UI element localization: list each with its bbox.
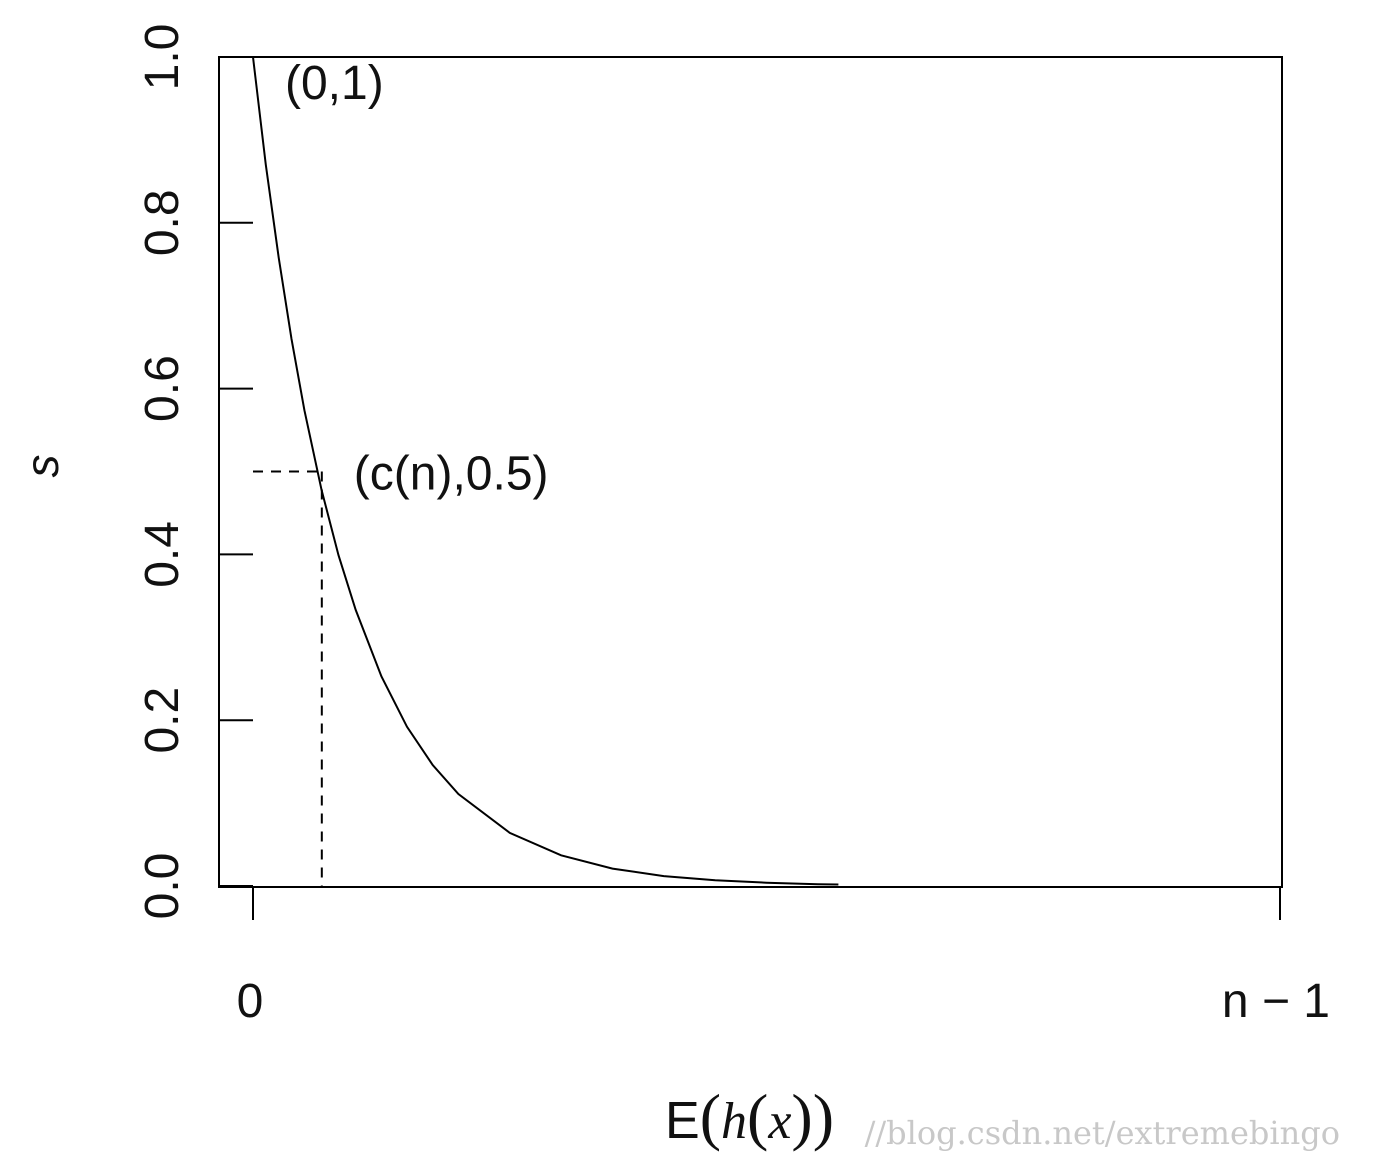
annotation-label: (0,1) (285, 57, 384, 110)
y-tick-label: 0.4 (136, 521, 189, 588)
y-axis-title: s (16, 455, 68, 478)
x-axis-title: E(h(x)) (665, 1081, 834, 1152)
annotations: (0,1) (c(n),0.5) (285, 57, 549, 501)
y-tick-label: 1.0 (136, 24, 189, 91)
x-tick-label: n − 1 (1222, 975, 1330, 1028)
x-axis: 0 n − 1 (237, 886, 1330, 1028)
y-tick-label: 0.2 (136, 687, 189, 754)
x-axis-title-func: h (721, 1093, 747, 1150)
plot-frame (218, 56, 1283, 888)
y-axis: 0.0 0.2 0.4 0.6 0.8 1.0 (136, 24, 253, 920)
annotation-label: (c(n),0.5) (354, 448, 549, 501)
x-axis-title-prefix: E (665, 1092, 700, 1150)
x-axis-title-var: x (767, 1093, 791, 1150)
y-tick-label: 0.0 (136, 853, 189, 920)
series-line (252, 56, 839, 886)
reference-guides (253, 470, 323, 886)
x-tick-label: 0 (237, 975, 264, 1028)
y-tick-label: 0.6 (136, 355, 189, 422)
y-tick-label: 0.8 (136, 189, 189, 256)
watermark: //blog.csdn.net/extremebingo (865, 1114, 1340, 1152)
series-layer (252, 56, 839, 886)
